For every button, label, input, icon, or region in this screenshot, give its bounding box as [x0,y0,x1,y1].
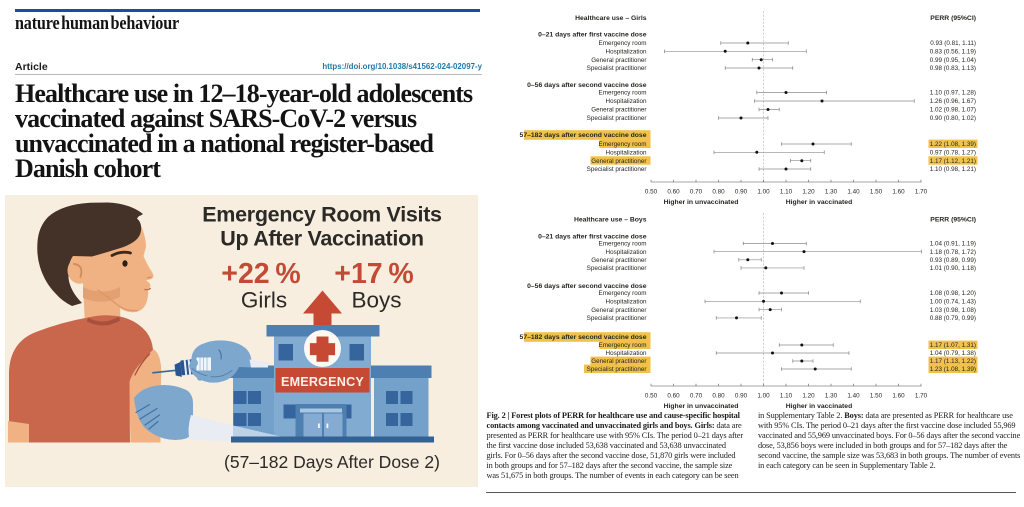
svg-text:General practitioner: General practitioner [591,107,646,114]
svg-text:1.08 (0.98, 1.20): 1.08 (0.98, 1.20) [930,290,976,297]
svg-text:Specialist practitioner: Specialist practitioner [587,115,647,122]
svg-text:0.70: 0.70 [690,189,703,196]
svg-text:1.03 (0.98, 1.08): 1.03 (0.98, 1.08) [930,307,976,314]
svg-text:Emergency room: Emergency room [599,141,647,148]
svg-text:Hospitalization: Hospitalization [606,150,647,157]
svg-text:Hospitalization: Hospitalization [606,98,647,105]
svg-text:0.50: 0.50 [645,393,658,400]
svg-text:0.97 (0.78, 1.27): 0.97 (0.78, 1.27) [930,150,976,157]
svg-text:Hospitalization: Hospitalization [606,350,647,357]
svg-text:0.50: 0.50 [645,189,658,196]
svg-text:1.70: 1.70 [915,393,928,400]
svg-text:0.80: 0.80 [712,393,725,400]
svg-text:1.10: 1.10 [780,393,793,400]
svg-text:Specialist practitioner: Specialist practitioner [587,65,647,72]
svg-text:1.10: 1.10 [780,189,793,196]
svg-text:1.50: 1.50 [870,189,883,196]
svg-text:1.17 (1.12, 1.21): 1.17 (1.12, 1.21) [930,158,976,165]
svg-text:1.18 (0.78, 1.72): 1.18 (0.78, 1.72) [930,249,976,256]
svg-text:1.17 (1.07, 1.31): 1.17 (1.07, 1.31) [930,342,976,349]
svg-text:General practitioner: General practitioner [591,257,646,264]
svg-text:0–56 days after second vaccine: 0–56 days after second vaccine dose [527,82,647,89]
svg-text:1.22 (1.08, 1.39): 1.22 (1.08, 1.39) [930,141,976,148]
svg-text:Emergency room: Emergency room [599,290,647,297]
svg-text:0.60: 0.60 [667,189,680,196]
svg-text:1.17 (1.13, 1.22): 1.17 (1.13, 1.22) [930,358,976,365]
svg-text:Higher in unvaccinated: Higher in unvaccinated [664,403,739,410]
svg-text:Hospitalization: Hospitalization [606,299,647,306]
svg-text:1.00: 1.00 [757,393,770,400]
svg-text:PERR (95%CI): PERR (95%CI) [930,15,976,22]
svg-text:1.10 (0.97, 1.28): 1.10 (0.97, 1.28) [930,90,976,97]
svg-text:1.10 (0.98, 1.21): 1.10 (0.98, 1.21) [930,166,976,173]
svg-text:0.90: 0.90 [735,393,748,400]
svg-text:1.50: 1.50 [870,393,883,400]
svg-text:0.80: 0.80 [712,189,725,196]
svg-text:0.70: 0.70 [690,393,703,400]
svg-text:0.90 (0.80, 1.02): 0.90 (0.80, 1.02) [930,115,976,122]
svg-text:+17 %: +17 % [334,258,413,290]
svg-text:Up After Vaccination: Up After Vaccination [220,227,423,251]
svg-text:1.26 (0.96, 1.67): 1.26 (0.96, 1.67) [930,98,976,105]
svg-text:57–182 days after second vacci: 57–182 days after second vaccine dose [520,334,647,341]
svg-text:0.90: 0.90 [735,189,748,196]
svg-text:Emergency Room Visits: Emergency Room Visits [202,203,442,227]
svg-text:Hospitalization: Hospitalization [606,49,647,56]
svg-text:Healthcare use – Boys: Healthcare use – Boys [574,217,647,224]
svg-text:Emergency room: Emergency room [599,40,647,47]
svg-text:1.00 (0.74, 1.43): 1.00 (0.74, 1.43) [930,299,976,306]
svg-text:0.83 (0.56, 1.19): 0.83 (0.56, 1.19) [930,49,976,56]
svg-text:1.70: 1.70 [915,189,928,196]
svg-text:Specialist practitioner: Specialist practitioner [587,366,647,373]
svg-text:0–21 days after first vaccine: 0–21 days after first vaccine dose [538,234,647,241]
svg-text:0.93 (0.81, 1.11): 0.93 (0.81, 1.11) [930,40,976,47]
svg-text:General practitioner: General practitioner [591,358,646,365]
svg-text:Healthcare use – Girls: Healthcare use – Girls [575,15,647,22]
svg-text:Hospitalization: Hospitalization [606,249,647,256]
svg-text:Emergency room: Emergency room [599,90,647,97]
svg-text:0.60: 0.60 [667,393,680,400]
svg-text:1.00: 1.00 [757,189,770,196]
svg-text:0.88 (0.79, 0.99): 0.88 (0.79, 0.99) [930,315,976,322]
svg-text:Specialist practitioner: Specialist practitioner [587,265,647,272]
svg-text:1.04 (0.91, 1.19): 1.04 (0.91, 1.19) [930,241,976,248]
svg-text:Higher in unvaccinated: Higher in unvaccinated [664,199,739,206]
svg-text:Specialist practitioner: Specialist practitioner [587,315,647,322]
svg-text:1.23 (1.08, 1.39): 1.23 (1.08, 1.39) [930,366,976,373]
svg-text:1.30: 1.30 [825,189,838,196]
svg-text:Girls: Girls [241,288,287,313]
svg-text:Higher in vaccinated: Higher in vaccinated [786,199,852,206]
svg-text:1.40: 1.40 [847,189,860,196]
svg-text:Boys: Boys [351,288,401,313]
svg-text:1.60: 1.60 [892,393,905,400]
svg-text:1.40: 1.40 [847,393,860,400]
svg-text:1.30: 1.30 [825,393,838,400]
svg-text:Emergency room: Emergency room [599,342,647,349]
svg-text:+22 %: +22 % [221,258,300,290]
svg-text:0.98 (0.83, 1.13): 0.98 (0.83, 1.13) [930,65,976,72]
svg-text:0.93 (0.89, 0.99): 0.93 (0.89, 0.99) [930,257,976,264]
svg-text:Higher in vaccinated: Higher in vaccinated [786,403,852,410]
svg-text:General practitioner: General practitioner [591,57,646,64]
svg-text:0.99 (0.95, 1.04): 0.99 (0.95, 1.04) [930,57,976,64]
svg-text:PERR (95%CI): PERR (95%CI) [930,217,976,224]
svg-text:(57–182 Days After Dose 2): (57–182 Days After Dose 2) [224,452,440,472]
svg-text:1.20: 1.20 [802,189,815,196]
svg-text:1.60: 1.60 [892,189,905,196]
svg-text:EMERGENCY: EMERGENCY [281,375,364,389]
svg-text:1.02 (0.98, 1.07): 1.02 (0.98, 1.07) [930,107,976,114]
svg-text:0–21 days after first vaccine: 0–21 days after first vaccine dose [538,32,647,39]
svg-text:57–182 days after second vacci: 57–182 days after second vaccine dose [520,132,647,139]
svg-text:1.04 (0.79, 1.38): 1.04 (0.79, 1.38) [930,350,976,357]
svg-text:Emergency room: Emergency room [599,241,647,248]
svg-text:1.01 (0.90, 1.18): 1.01 (0.90, 1.18) [930,265,976,272]
svg-text:General practitioner: General practitioner [591,158,646,165]
svg-text:1.20: 1.20 [802,393,815,400]
svg-text:General practitioner: General practitioner [591,307,646,314]
svg-text:Specialist practitioner: Specialist practitioner [587,166,647,173]
svg-text:0–56 days after second vaccine: 0–56 days after second vaccine dose [527,283,647,290]
